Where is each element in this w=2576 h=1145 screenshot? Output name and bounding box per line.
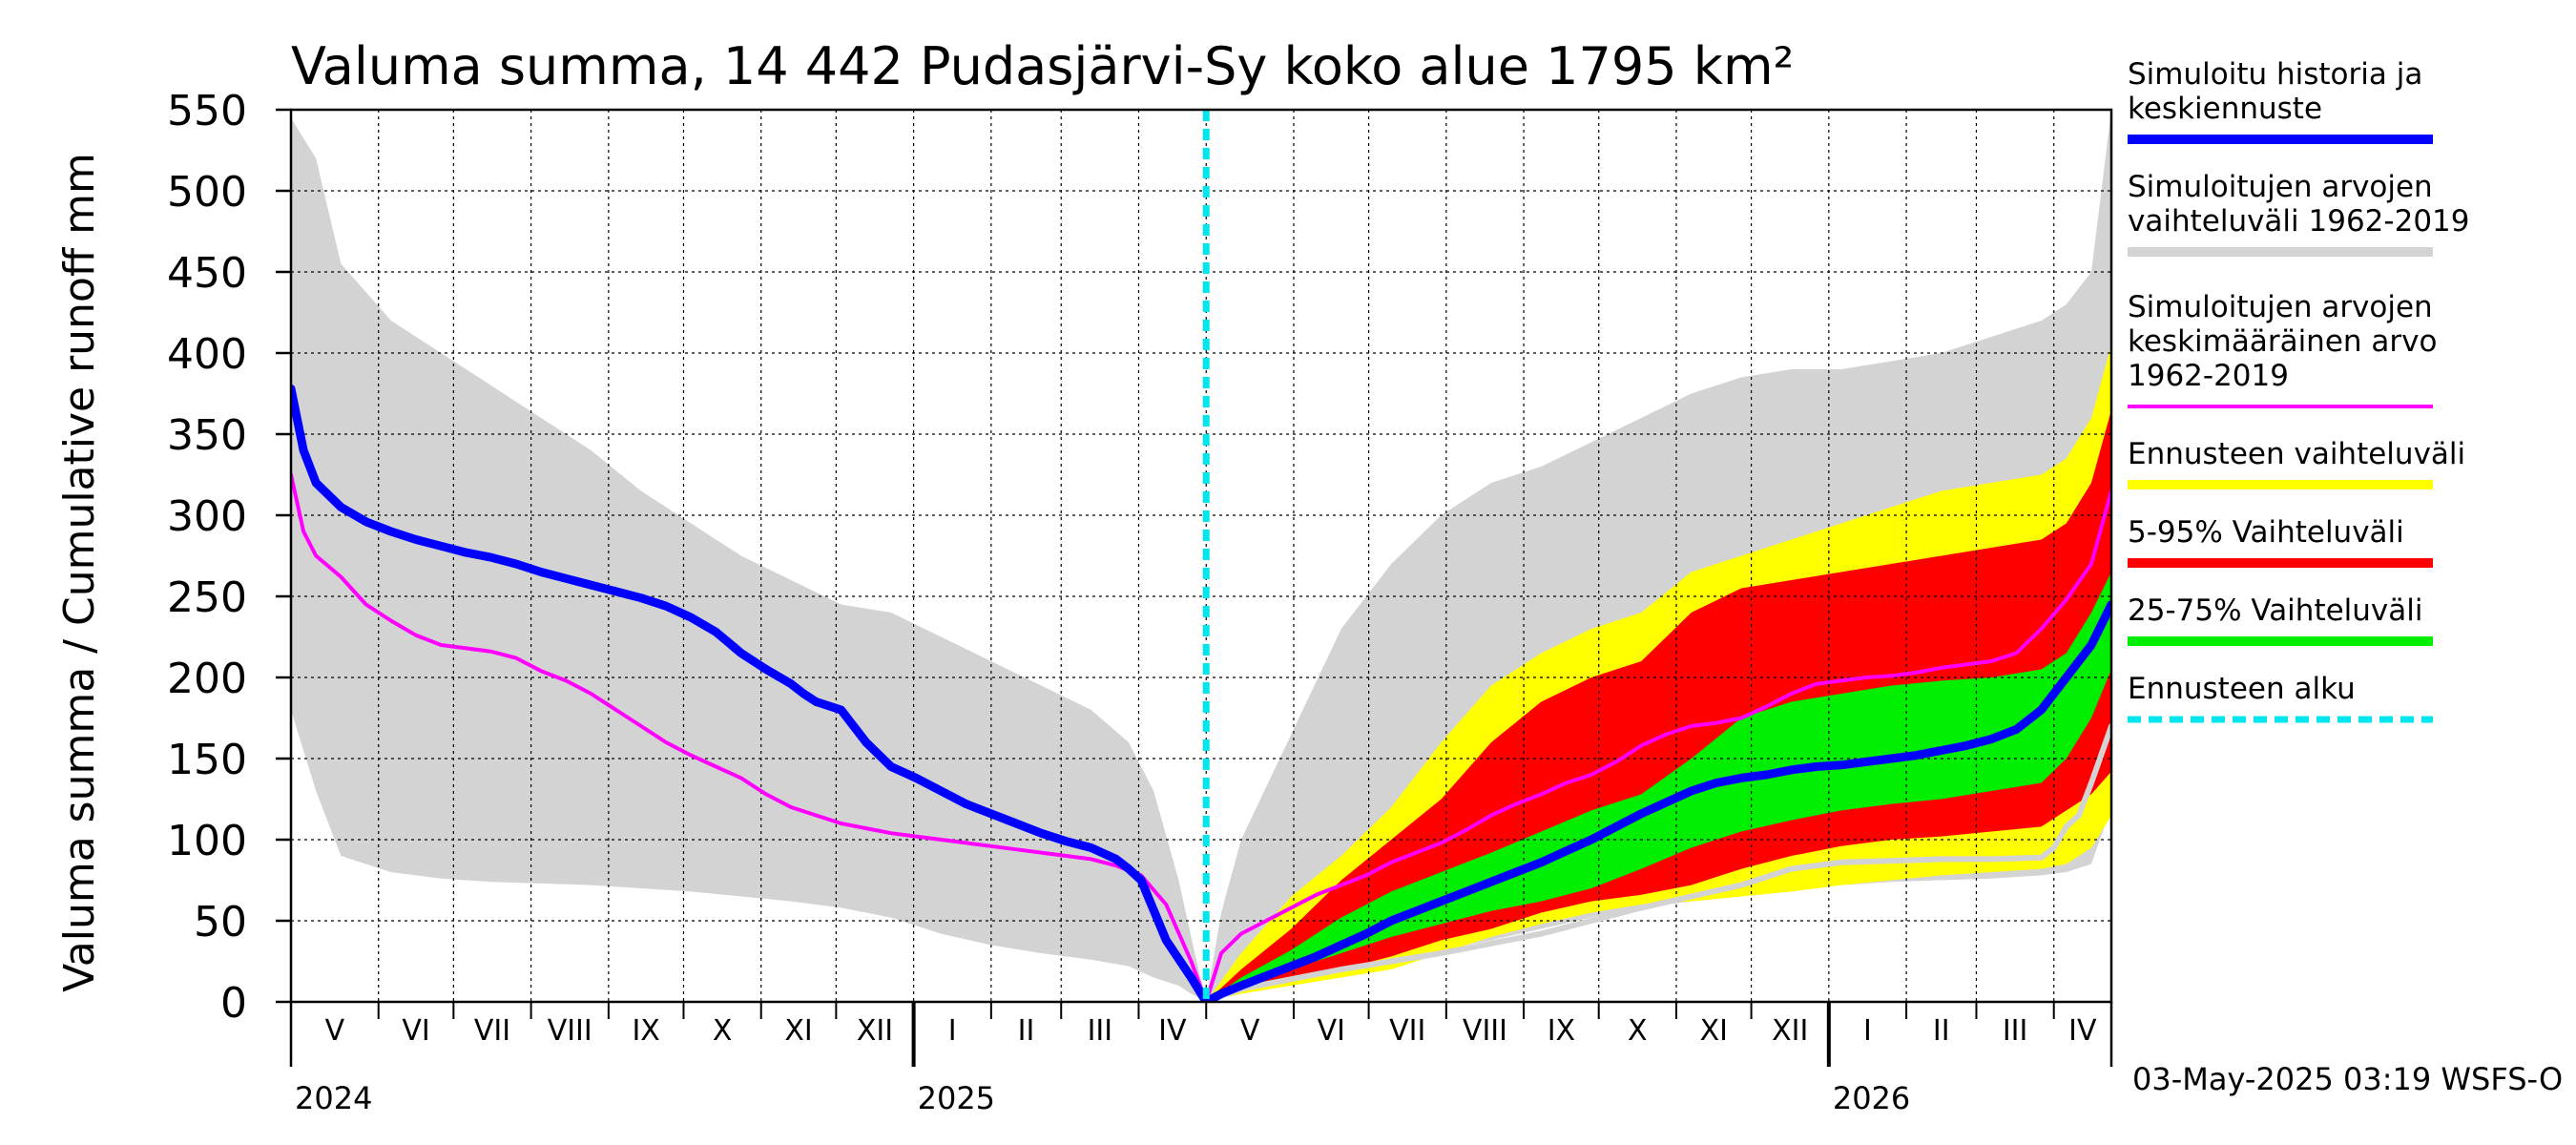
x-month-label: VIII xyxy=(1463,1014,1507,1048)
band-5-95-vaihteluv-li xyxy=(1206,409,2111,1002)
x-month-label: VII xyxy=(474,1014,510,1048)
chart-title: Valuma summa, 14 442 Pudasjärvi-Sy koko … xyxy=(291,36,1794,96)
line-minimum-forecast xyxy=(1203,723,2111,1002)
x-month-label: XI xyxy=(1700,1014,1728,1048)
x-month-label: III xyxy=(1088,1014,1113,1048)
y-tick-label: 500 xyxy=(167,168,247,217)
legend-label: vaihteluväli 1962-2019 xyxy=(2128,204,2469,239)
y-tick-label: 100 xyxy=(167,817,247,865)
y-tick-label: 50 xyxy=(194,898,247,947)
legend-label: 25-75% Vaihteluväli xyxy=(2128,593,2423,628)
legend-label: Simuloitu historia ja xyxy=(2128,57,2422,92)
grid-layer xyxy=(291,109,2111,1002)
x-month-label: IV xyxy=(2068,1014,2097,1048)
y-tick-label: 300 xyxy=(167,492,247,541)
y-axis-label: Valuma summa / Cumulative runoff mm xyxy=(55,153,104,992)
legend-label: Ennusteen vaihteluväli xyxy=(2128,437,2465,471)
x-month-label: II xyxy=(1018,1014,1035,1048)
x-month-label: VI xyxy=(402,1014,429,1048)
legend: Simuloitu historia jakeskiennusteSimuloi… xyxy=(2128,57,2469,723)
x-month-label: IV xyxy=(1158,1014,1187,1048)
x-month-label: V xyxy=(1240,1014,1260,1048)
legend-item: 5-95% Vaihteluväli xyxy=(2128,515,2433,568)
timestamp-footer: 03-May-2025 03:19 WSFS-O xyxy=(2132,1061,2563,1097)
x-month-labels: V VI VII VIII IX X XI XII I II III IV V VI VII VIII IX X X… xyxy=(325,1014,2097,1048)
line-simuloitu-historia-ja-keskiennuste xyxy=(291,384,2111,1002)
x-month-label: II xyxy=(1933,1014,1950,1048)
legend-item: Ennusteen vaihteluväli xyxy=(2128,437,2465,489)
y-tick-label: 550 xyxy=(167,87,247,135)
plot-frame xyxy=(289,108,2113,1004)
legend-label: Simuloitujen arvojen xyxy=(2128,290,2433,324)
bands-layer xyxy=(291,110,2111,1002)
x-month-label: VII xyxy=(1389,1014,1425,1048)
legend-label: Simuloitujen arvojen xyxy=(2128,170,2433,204)
y-tick-label: 200 xyxy=(167,655,247,703)
y-tick-label: 250 xyxy=(167,573,247,622)
x-month-label: IX xyxy=(632,1014,659,1048)
legend-label: keskiennuste xyxy=(2128,92,2322,126)
x-month-label: I xyxy=(1863,1014,1872,1048)
legend-label: 5-95% Vaihteluväli xyxy=(2128,515,2404,550)
y-ticks: 0 50 100 150 200 250 300 350 400 450 500 550 xyxy=(167,87,291,1028)
legend-label: Ennusteen alku xyxy=(2128,672,2356,706)
x-month-label: XII xyxy=(857,1014,893,1048)
y-tick-label: 350 xyxy=(167,411,247,460)
x-month-label: V xyxy=(325,1014,345,1048)
y-tick-label: 0 xyxy=(220,979,247,1028)
x-year-label: 2024 xyxy=(295,1080,372,1116)
x-month-label: III xyxy=(2003,1014,2028,1048)
legend-item: Ennusteen alku xyxy=(2128,672,2433,723)
band-25-75-vaihteluv-li xyxy=(1206,572,2111,1002)
legend-label: keskimääräinen arvo xyxy=(2128,324,2437,359)
x-month-label: X xyxy=(713,1014,733,1048)
x-month-label: VI xyxy=(1318,1014,1345,1048)
x-year-label: 2025 xyxy=(918,1080,995,1116)
x-month-label: I xyxy=(948,1014,957,1048)
x-month-label: IX xyxy=(1548,1014,1575,1048)
x-month-label: X xyxy=(1628,1014,1648,1048)
x-month-label: XI xyxy=(784,1014,812,1048)
y-tick-label: 400 xyxy=(167,330,247,379)
x-year-label: 2026 xyxy=(1833,1080,1910,1116)
legend-item: 25-75% Vaihteluväli xyxy=(2128,593,2433,646)
y-tick-label: 450 xyxy=(167,249,247,298)
lines-layer xyxy=(291,110,2111,1002)
x-month-label: VIII xyxy=(548,1014,592,1048)
x-year-labels: 2024 2025 2026 xyxy=(295,1080,1910,1116)
x-month-label: XII xyxy=(1772,1014,1808,1048)
y-tick-label: 150 xyxy=(167,736,247,784)
axes-layer xyxy=(289,108,2113,1067)
legend-label: 1962-2019 xyxy=(2128,359,2289,393)
